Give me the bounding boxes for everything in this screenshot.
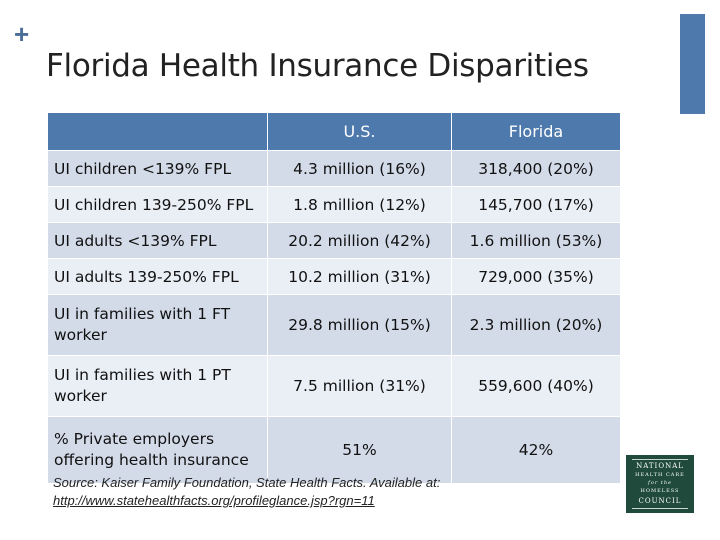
header-blank: [47, 112, 268, 151]
accent-bar: [680, 14, 705, 114]
row-label: UI children <139% FPL: [47, 150, 268, 187]
table-row: UI in families with 1 PT worker 7.5 mill…: [47, 355, 621, 417]
us-value: 51%: [267, 416, 452, 484]
florida-value: 729,000 (35%): [451, 258, 621, 295]
florida-value: 318,400 (20%): [451, 150, 621, 187]
table-header-row: U.S. Florida: [47, 112, 621, 151]
florida-value: 559,600 (40%): [451, 355, 621, 417]
table-row: UI children 139-250% FPL 1.8 million (12…: [47, 186, 621, 223]
plus-icon: +: [14, 19, 30, 49]
row-label: UI in families with 1 FT worker: [47, 294, 268, 356]
source-text: Source: Kaiser Family Foundation, State …: [53, 475, 441, 490]
us-value: 10.2 million (31%): [267, 258, 452, 295]
row-label: UI in families with 1 PT worker: [47, 355, 268, 417]
row-label: UI children 139-250% FPL: [47, 186, 268, 223]
logo-text: HEALTH CARE: [635, 472, 685, 478]
row-label: % Private employers offering health insu…: [47, 416, 268, 484]
table-row: % Private employers offering health insu…: [47, 416, 621, 484]
florida-value: 1.6 million (53%): [451, 222, 621, 259]
logo-text: for the: [647, 480, 673, 486]
logo-rule: [632, 459, 688, 460]
us-value: 29.8 million (15%): [267, 294, 452, 356]
logo-text: NATIONAL: [636, 462, 684, 470]
florida-value: 42%: [451, 416, 621, 484]
us-value: 1.8 million (12%): [267, 186, 452, 223]
logo-text: HOMELESS: [640, 488, 680, 494]
us-value: 20.2 million (42%): [267, 222, 452, 259]
us-value: 7.5 million (31%): [267, 355, 452, 417]
table-row: UI adults <139% FPL 20.2 million (42%) 1…: [47, 222, 621, 259]
florida-value: 145,700 (17%): [451, 186, 621, 223]
table-row: UI in families with 1 FT worker 29.8 mil…: [47, 294, 621, 356]
logo-rule: [632, 508, 688, 509]
disparities-table: U.S. Florida UI children <139% FPL 4.3 m…: [47, 112, 621, 484]
header-us: U.S.: [267, 112, 452, 151]
table-row: UI children <139% FPL 4.3 million (16%) …: [47, 150, 621, 187]
logo-text: COUNCIL: [638, 497, 682, 505]
florida-value: 2.3 million (20%): [451, 294, 621, 356]
row-label: UI adults <139% FPL: [47, 222, 268, 259]
row-label: UI adults 139-250% FPL: [47, 258, 268, 295]
table-row: UI adults 139-250% FPL 10.2 million (31%…: [47, 258, 621, 295]
source-note: Source: Kaiser Family Foundation, State …: [53, 474, 440, 510]
header-florida: Florida: [451, 112, 621, 151]
source-link[interactable]: http://www.statehealthfacts.org/profileg…: [53, 493, 375, 508]
slide-title: Florida Health Insurance Disparities: [46, 48, 589, 84]
council-logo: NATIONAL HEALTH CARE for the HOMELESS CO…: [626, 455, 694, 513]
us-value: 4.3 million (16%): [267, 150, 452, 187]
